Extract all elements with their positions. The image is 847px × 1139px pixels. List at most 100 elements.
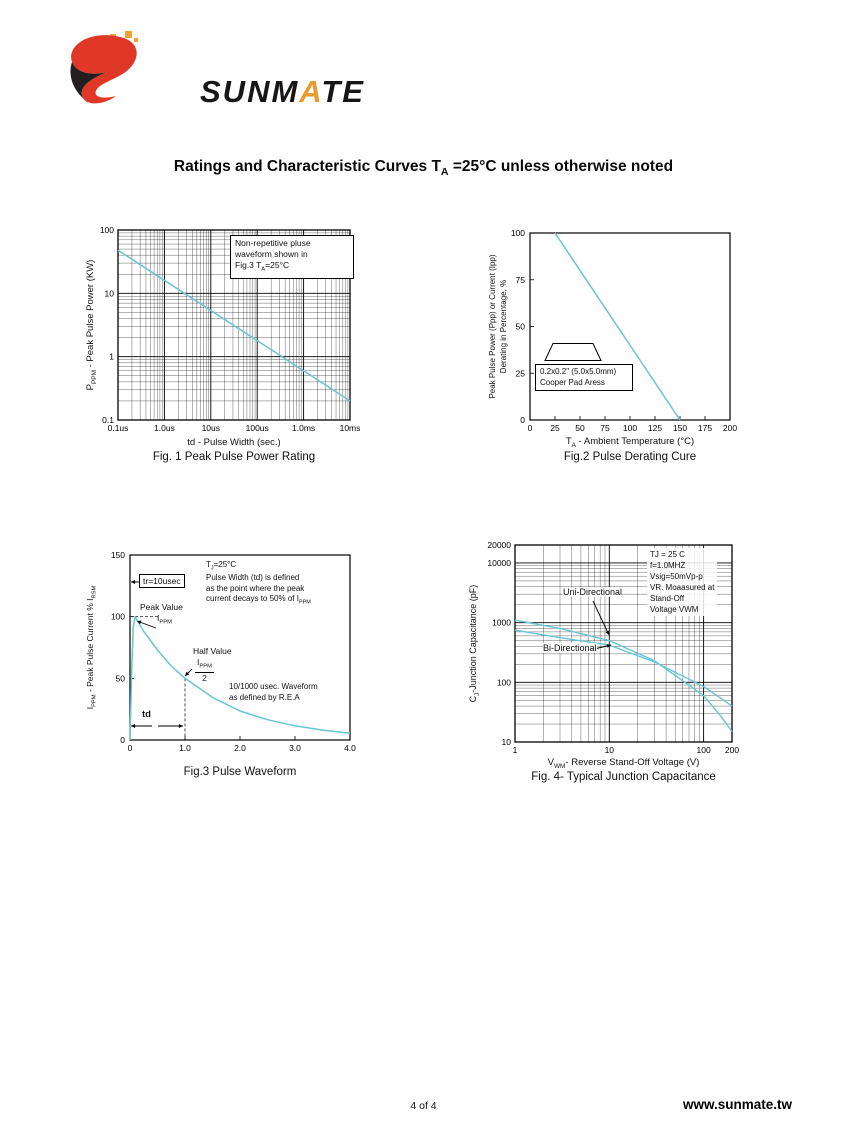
tick-label: 50 <box>116 673 126 683</box>
tick-label: 4.0 <box>344 743 356 753</box>
tick-label: 175 <box>698 423 712 433</box>
fig1-x-axis-label: td - Pulse Width (sec.) <box>187 437 281 448</box>
tick-label: 20000 <box>487 540 511 550</box>
note-line: Fig.3 TA=25°C <box>235 260 349 276</box>
tick-label: 10 <box>605 745 615 755</box>
tick-label: 1.0ms <box>292 423 315 433</box>
fig4-x-axis-label: VWM- Reverse Stand-Off Voltage (V) <box>515 757 732 770</box>
website-url: www.sunmate.tw <box>682 1097 792 1112</box>
axis-label-text: V <box>547 757 554 768</box>
annotation-line: current decays to 50% of IPPM <box>206 594 311 608</box>
axis-label-text: - Ambient Temperature (°C) <box>575 436 695 447</box>
tick-label: 10 <box>502 737 512 747</box>
condition-line: f=1.0MHZ <box>650 561 686 570</box>
fig3-peak-value-label: Peak Value <box>140 602 183 612</box>
fig2-plot: 0 25 50 75 100 125 150 175 200 100 75 50 25 0 <box>511 228 738 433</box>
tick-label: 0 <box>520 415 525 425</box>
pad-shape-icon <box>544 343 602 361</box>
tick-label: 3.0 <box>289 743 301 753</box>
axis-label-subscript: A <box>571 441 576 449</box>
axis-label-subscript: PPM <box>91 694 98 707</box>
annotation-line: as the point where the peak <box>206 583 305 593</box>
fig4-junction-capacitance: CJ-Junction Capacitance (pF) 1 10 100 200 20… <box>455 535 755 797</box>
condition-line: Stand-Off <box>650 594 685 603</box>
page-title: Ratings and Characteristic Curves TA =25… <box>0 158 847 178</box>
annotation-line: as defined by R.E.A <box>229 692 300 702</box>
pulse-waveform <box>129 615 351 741</box>
tick-label: 100 <box>623 423 637 433</box>
annotation-line: Pulse Width (td) is defined <box>206 573 300 582</box>
tick-label: 100 <box>497 677 511 687</box>
axis-label-text: T <box>565 436 572 447</box>
axis-label-text: - Peak Pulse Current % I <box>85 598 95 695</box>
fig1-note-box: Non-repetitive pluse waveform shown in F… <box>230 235 354 279</box>
title-text: Ratings and Characteristic Curves T <box>173 158 441 175</box>
derating-curve <box>554 232 681 421</box>
tick-label: 1000 <box>492 618 511 628</box>
condition-line: Voltage VWM <box>650 605 699 614</box>
note-line: waveform shown in <box>235 249 308 259</box>
peak-pulse-power <box>117 249 351 402</box>
condition-line: Vsig=50mVp-p <box>650 572 703 581</box>
fig3-tj-label: TJ=25°C <box>206 560 236 572</box>
page-number: 4 of 4 <box>410 1100 437 1112</box>
fig3-pulse-waveform: IPPM - Peak Pulse Current % IRSM 0 1.0 2.0… <box>85 545 365 797</box>
axis-label-text: - Reverse Stand-Off Voltage (V) <box>565 757 700 768</box>
fig1-peak-pulse-power: PPPM - Peak Pulse Power (KW) 0.1us 1.0us 1… <box>85 222 365 468</box>
tick-label: 75 <box>516 275 526 285</box>
tick-label: 10us <box>202 423 220 433</box>
brand-accent-letter: A <box>299 74 322 109</box>
tick-label: 150 <box>111 550 125 560</box>
tick-label: 125 <box>648 423 662 433</box>
note-text: =25°C <box>265 260 290 270</box>
axis-label-text: - Peak Pulse Power (KW) <box>85 259 96 371</box>
annotation-subscript: PPM <box>298 599 311 606</box>
fig2-caption: Fig.2 Pulse Derating Cure <box>563 451 697 463</box>
tick-label: 1 <box>513 745 518 755</box>
annotation-subscript: J <box>210 565 214 572</box>
tick-label: 200 <box>725 745 739 755</box>
fig1-y-axis-label: PPPM - Peak Pulse Power (KW) <box>85 230 101 420</box>
uni-directional <box>514 619 733 732</box>
fig4-y-axis-label: CJ-Junction Capacitance (pF) <box>468 545 484 742</box>
tick-label: 10 <box>105 288 115 298</box>
fig3-y-axis-label: IPPM - Peak Pulse Current % IRSM <box>85 555 101 740</box>
axis-label-text: P <box>85 384 96 391</box>
tick-label: 10ms <box>340 423 361 433</box>
note-line: Non-repetitive pluse <box>235 238 311 248</box>
tick-label: 1 <box>109 352 114 362</box>
annotation-line: 10/1000 usec. Waveform <box>229 682 318 691</box>
tick-label: 1.0 <box>179 743 191 753</box>
annotation-subscript: PPM <box>159 619 172 626</box>
tick-label: 100 <box>697 745 711 755</box>
tick-label: 100 <box>511 228 525 238</box>
logo-swoosh-icon <box>70 31 138 104</box>
fig3-half-fraction: IPPM 2 <box>195 657 214 683</box>
annotation-text: current decays to 50% of I <box>206 594 299 603</box>
tick-label: 0 <box>128 743 133 753</box>
fig3-pulse-width-note: Pulse Width (td) is defined as the point… <box>206 573 311 608</box>
tick-label: 0 <box>120 735 125 745</box>
tick-label: 100us <box>246 423 269 433</box>
fig1-caption: Fig. 1 Peak Pulse Power Rating <box>152 451 316 463</box>
fig1-plot: 0.1us 1.0us 10us 100us 1.0ms 10ms 100 10 1 0.1 <box>100 225 361 433</box>
note-line: Cooper Pad Aress <box>540 377 605 387</box>
fig3-ippm-label: IPPM <box>157 613 172 626</box>
tick-label: 1.0us <box>154 423 175 433</box>
fig3-half-value-label: Half Value <box>193 646 232 656</box>
brand-part: TE <box>321 74 365 109</box>
tick-label: 75 <box>600 423 610 433</box>
fig2-pulse-derating: Peak Pulse Power (Ppp) or Current (Ipp) … <box>455 222 755 468</box>
fraction-denominator: 2 <box>202 672 207 683</box>
annotation-text: =25°C <box>213 560 237 569</box>
fig3-td-label: td <box>142 709 151 720</box>
brand-wordmark: SUNMATE <box>200 74 365 110</box>
fig4-caption: Fig. 4- Typical Junction Capacitance <box>531 771 716 783</box>
tick-label: 25 <box>550 423 560 433</box>
bi-directional <box>514 629 733 707</box>
condition-line: VR. Moaasured at <box>650 583 715 592</box>
axis-label-text: I <box>85 706 95 710</box>
fig4-conditions: TJ = 25 C f=1.0MHZ Vsig=50mVp-p VR. Moaa… <box>647 548 718 616</box>
